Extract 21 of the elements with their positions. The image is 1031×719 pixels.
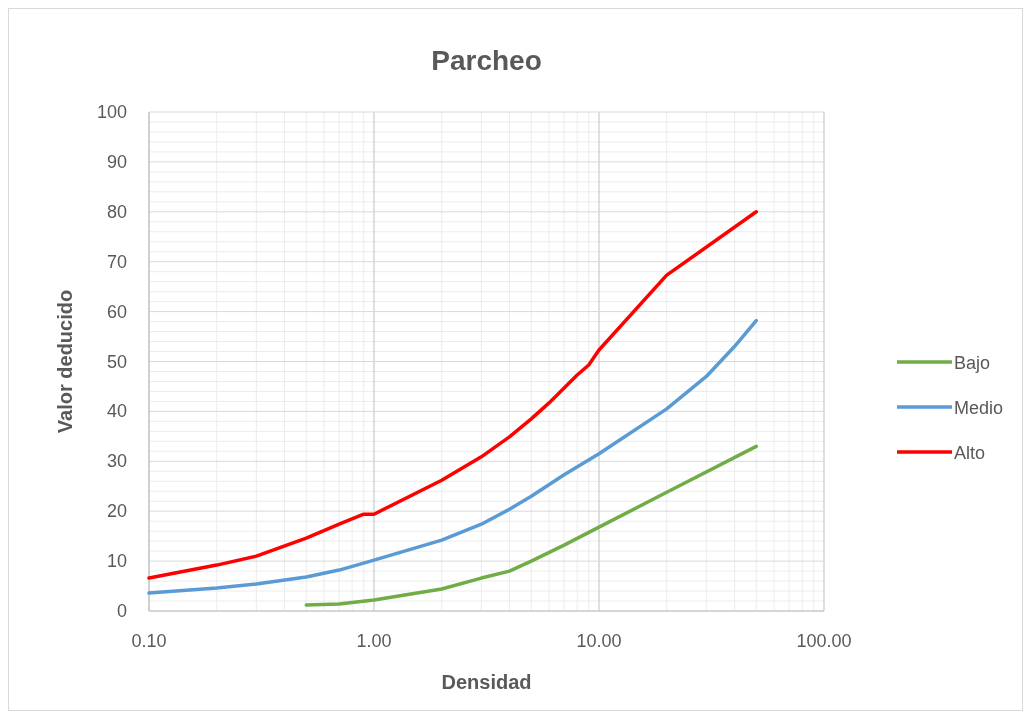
y-tick-label: 100 <box>96 102 127 122</box>
legend-label: Medio <box>954 398 1004 418</box>
y-tick-label: 60 <box>106 301 127 322</box>
y-tick-label: 70 <box>106 251 127 272</box>
y-axis-title: Valor deducido <box>54 289 76 434</box>
y-tick-label: 80 <box>106 201 127 222</box>
legend-label: Alto <box>954 443 986 463</box>
x-tick-label: 0.10 <box>131 631 167 651</box>
x-tick-label: 100.00 <box>796 631 852 651</box>
legend-label: Bajo <box>954 353 991 373</box>
y-tick-label: 10 <box>106 551 127 572</box>
x-axis-title: Densidad <box>441 671 532 693</box>
x-tick-label: 1.00 <box>356 631 392 651</box>
chart-title: Parcheo <box>431 45 542 76</box>
y-tick-label: 0 <box>116 601 127 621</box>
y-tick-label: 40 <box>106 401 127 422</box>
y-tick-label: 20 <box>106 501 127 522</box>
y-tick-label: 50 <box>106 351 127 372</box>
x-tick-label: 10.00 <box>576 631 622 651</box>
y-tick-label: 30 <box>106 451 127 472</box>
y-tick-label: 90 <box>106 151 127 172</box>
